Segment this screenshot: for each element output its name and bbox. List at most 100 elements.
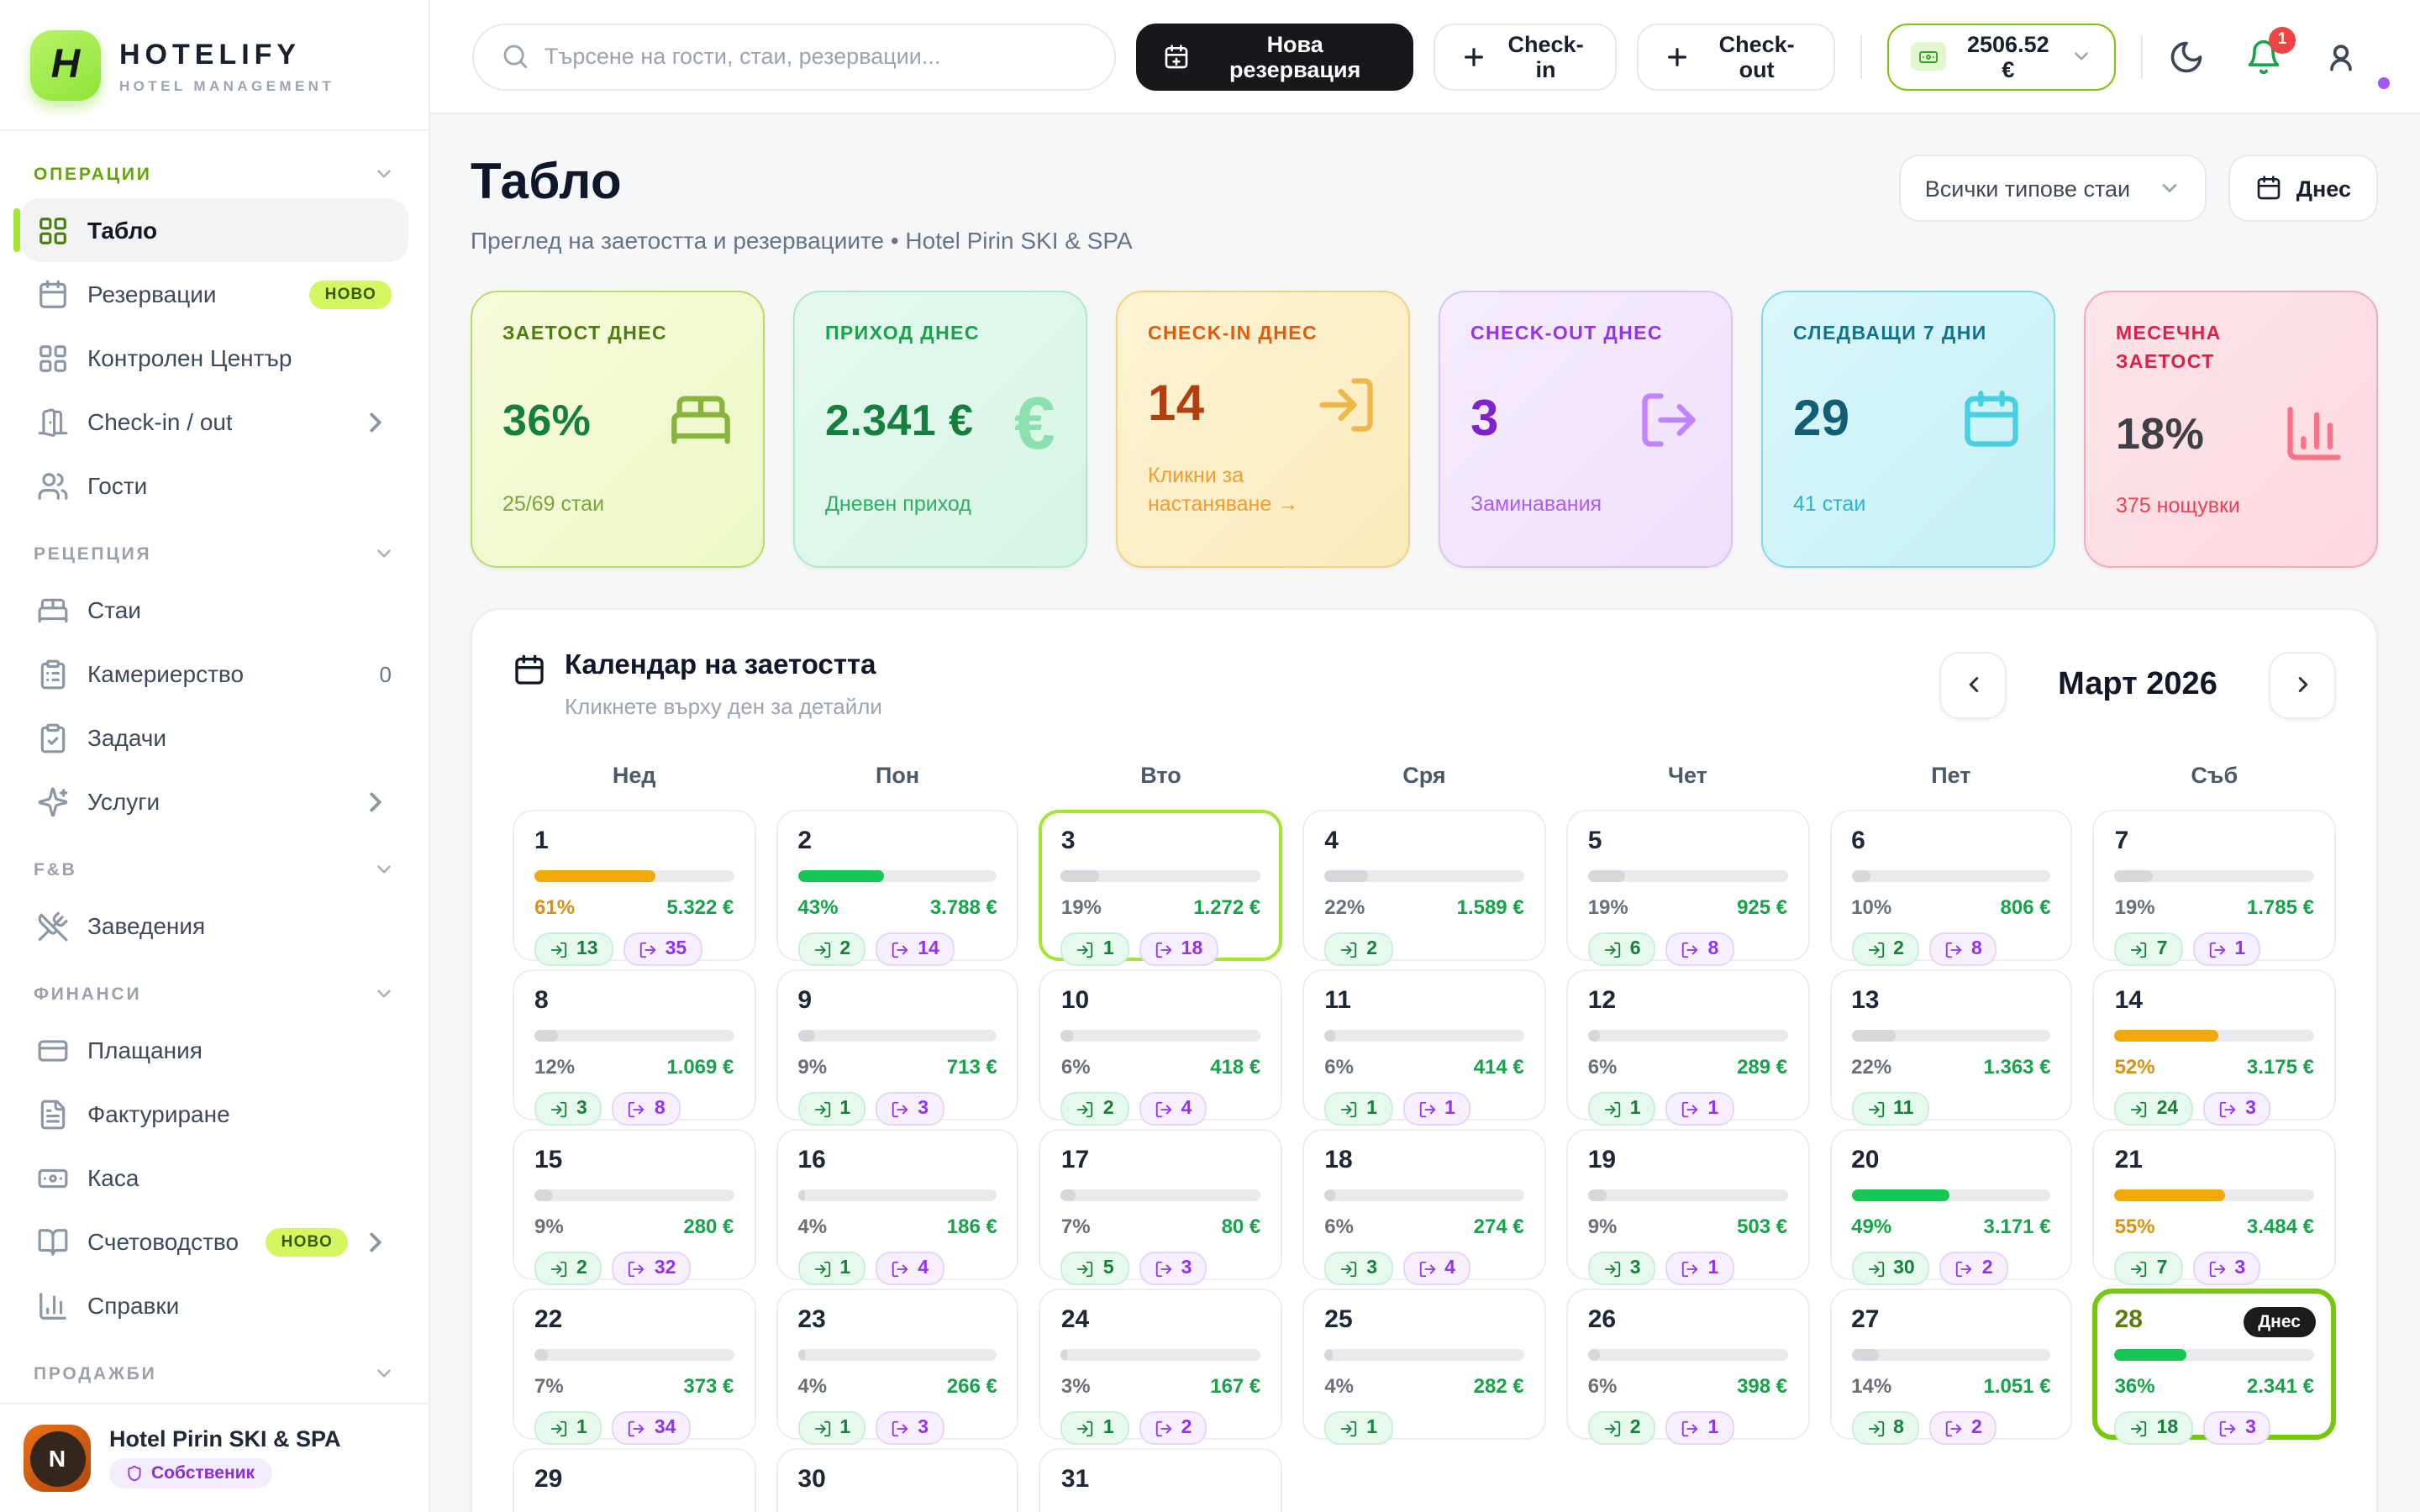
checkout-count-badge: 1 bbox=[1402, 1092, 1470, 1126]
calendar-day-28[interactable]: 28 Днес 36% 2.341 € 18 3 bbox=[2092, 1289, 2336, 1445]
calendar-day-29[interactable]: 29 bbox=[513, 1448, 756, 1512]
today-button[interactable]: Днес bbox=[2228, 155, 2378, 222]
new-reservation-button[interactable]: Нова резервация bbox=[1136, 23, 1414, 90]
stat-subtitle: Заминавания bbox=[1470, 492, 1602, 517]
occupancy-bar bbox=[1851, 1349, 2051, 1361]
sidebar-item-табло[interactable]: Табло bbox=[13, 198, 408, 262]
calendar-day-4[interactable]: 4 22% 1.589 € 2 bbox=[1302, 810, 1546, 966]
day-occupancy-pct: 19% bbox=[1587, 895, 1628, 919]
checkout-count-badge: 4 bbox=[876, 1252, 944, 1285]
checkin-count-badge: 1 bbox=[1060, 932, 1129, 966]
calendar-day-18[interactable]: 18 6% 274 € 3 4 bbox=[1302, 1129, 1546, 1285]
occupancy-bar bbox=[1851, 870, 2051, 882]
sidebar-item-плащания[interactable]: Плащания bbox=[20, 1018, 408, 1082]
day-occupancy-pct: 9% bbox=[797, 1055, 828, 1079]
weekday-label: Вто bbox=[1140, 763, 1181, 788]
calendar-day-7[interactable]: 7 19% 1.785 €7 1 bbox=[2092, 810, 2336, 966]
calendar-day-26[interactable]: 26 6% 398 € 2 1 bbox=[1565, 1289, 1810, 1445]
calendar-day-24[interactable]: 24 3% 167 € 1 2 bbox=[1039, 1289, 1283, 1445]
sidebar-item-check-in-out[interactable]: Check-in / out bbox=[20, 390, 408, 454]
search-input[interactable] bbox=[544, 44, 1088, 69]
logout-icon bbox=[1944, 940, 1963, 958]
calendar-day-19[interactable]: 19 9% 503 € 3 1 bbox=[1565, 1129, 1810, 1285]
profile-button[interactable] bbox=[2323, 38, 2360, 75]
day-revenue: 1.069 € bbox=[666, 1055, 734, 1079]
sidebar-item-заведения[interactable]: Заведения bbox=[20, 894, 408, 958]
checkout-count-badge: 18 bbox=[1139, 932, 1218, 966]
sidebar-item-резервации[interactable]: Резервации НОВО bbox=[20, 262, 408, 326]
stat-card-monthly[interactable]: МЕСЕЧНА ЗАЕТОСТ 18% 375 нощувки bbox=[2084, 291, 2378, 568]
calendar-day-25[interactable]: 25 4% 282 € 1 bbox=[1302, 1289, 1546, 1445]
checkin-count-badge: 1 bbox=[1324, 1411, 1393, 1445]
prev-month-button[interactable] bbox=[1939, 651, 2007, 718]
checkin-count-badge: 1 bbox=[797, 1411, 866, 1445]
calendar-day-17[interactable]: 17 7% 80 € 5 3 bbox=[1039, 1129, 1283, 1285]
day-number: 28 bbox=[2114, 1305, 2143, 1334]
sidebar-section-финанси[interactable]: ФИНАНСИ bbox=[20, 983, 408, 1005]
sidebar-item-гости[interactable]: Гости bbox=[20, 454, 408, 517]
day-number: 25 bbox=[1324, 1305, 1353, 1334]
sidebar-section-f&b[interactable]: F&B bbox=[20, 858, 408, 880]
calendar-day-31[interactable]: 31 bbox=[1039, 1448, 1283, 1512]
calendar-day-10[interactable]: 10 6% 418 € 2 4 bbox=[1039, 969, 1283, 1126]
search-box[interactable] bbox=[472, 23, 1117, 90]
sidebar-section-операции[interactable]: ОПЕРАЦИИ bbox=[20, 163, 408, 185]
logout-icon bbox=[1155, 1100, 1173, 1118]
calendar-day-21[interactable]: 21 55% 3.484 € 7 3 bbox=[2092, 1129, 2336, 1285]
calendar-day-16[interactable]: 16 4% 186 € 1 4 bbox=[776, 1129, 1019, 1285]
stat-card-checkin[interactable]: CHECK-IN ДНЕС 14 Кликни за настаняване → bbox=[1116, 291, 1410, 568]
calendar-day-12[interactable]: 12 6% 289 €1 1 bbox=[1565, 969, 1810, 1126]
sidebar-item-справки[interactable]: Справки bbox=[20, 1273, 408, 1337]
day-number: 21 bbox=[2114, 1146, 2143, 1174]
page-subtitle: Преглед на заетостта и резервациите • Ho… bbox=[471, 227, 1133, 254]
sidebar-section-продажби[interactable]: ПРОДАЖБИ bbox=[20, 1362, 408, 1384]
checkin-button[interactable]: Check-in bbox=[1434, 23, 1618, 90]
calendar-day-27[interactable]: 27 14% 1.051 € 8 2 bbox=[1829, 1289, 2073, 1445]
sidebar-item-услуги[interactable]: Услуги bbox=[20, 769, 408, 833]
calendar-day-2[interactable]: 2 43% 3.788 € 2 14 bbox=[776, 810, 1019, 966]
calendar-day-8[interactable]: 8 12% 1.069 €3 8 bbox=[513, 969, 756, 1126]
chevron-down-icon bbox=[373, 1362, 395, 1384]
sidebar-item-контролен-център[interactable]: Контролен Център bbox=[20, 326, 408, 390]
sidebar-item-задачи[interactable]: Задачи bbox=[20, 706, 408, 769]
occupancy-bar bbox=[1587, 1030, 1788, 1042]
sidebar-item-камериерство[interactable]: Камериерство 0 bbox=[20, 642, 408, 706]
calendar-header: Календар на заетостта Кликнете върху ден… bbox=[513, 650, 2336, 719]
sidebar-item-фактуриране[interactable]: Фактуриране bbox=[20, 1082, 408, 1146]
checkout-count-badge: 1 bbox=[1665, 1092, 1734, 1126]
sidebar-section-рецепция[interactable]: РЕЦЕПЦИЯ bbox=[20, 543, 408, 564]
stat-card-next7[interactable]: СЛЕДВАЩИ 7 ДНИ 29 41 стаи bbox=[1761, 291, 2055, 568]
checkout-count-badge: 3 bbox=[876, 1411, 944, 1445]
sidebar-item-счетоводство[interactable]: Счетоводство НОВО bbox=[20, 1210, 408, 1273]
sidebar-item-стаи[interactable]: Стаи bbox=[20, 578, 408, 642]
calendar-day-1[interactable]: 1 61% 5.322 € 13 35 bbox=[513, 810, 756, 966]
calendar-day-30[interactable]: 30 bbox=[776, 1448, 1019, 1512]
calendar-day-20[interactable]: 20 49% 3.171 € 30 2 bbox=[1829, 1129, 2073, 1285]
cash-register-button[interactable]: 2506.52 € bbox=[1887, 23, 2117, 90]
calendar-day-11[interactable]: 11 6% 414 €1 1 bbox=[1302, 969, 1546, 1126]
calendar-day-22[interactable]: 22 7% 373 € 1 34 bbox=[513, 1289, 756, 1445]
occupancy-bar bbox=[1060, 1349, 1261, 1361]
logout-icon bbox=[1681, 1419, 1700, 1437]
calendar-day-3[interactable]: 3 19% 1.272 € 1 18 bbox=[1039, 810, 1283, 966]
calendar-day-9[interactable]: 9 9% 713 € 1 3 bbox=[776, 969, 1019, 1126]
sidebar-footer[interactable]: N Hotel Pirin SKI & SPA Собственик bbox=[0, 1403, 429, 1512]
checkout-button[interactable]: Check-out bbox=[1637, 23, 1836, 90]
calendar-day-13[interactable]: 13 22% 1.363 € 11 bbox=[1829, 969, 2073, 1126]
sidebar-item-каса[interactable]: Каса bbox=[20, 1146, 408, 1210]
occupancy-bar bbox=[1587, 870, 1788, 882]
calendar-day-15[interactable]: 15 9% 280 € 2 32 bbox=[513, 1129, 756, 1285]
calendar-day-5[interactable]: 5 19% 925 € 6 8 bbox=[1565, 810, 1810, 966]
stat-card-revenue[interactable]: ПРИХОД ДНЕС 2.341 € € Дневен приход bbox=[793, 291, 1087, 568]
room-type-filter[interactable]: Всички типове стаи bbox=[1899, 155, 2207, 222]
calendar-day-14[interactable]: 14 52% 3.175 € 24 3 bbox=[2092, 969, 2336, 1126]
dark-mode-toggle[interactable] bbox=[2168, 38, 2205, 75]
stat-card-checkout[interactable]: CHECK-OUT ДНЕС 3 Заминавания bbox=[1439, 291, 1733, 568]
notifications-button[interactable]: 1 bbox=[2245, 26, 2296, 75]
calendar-day-6[interactable]: 6 10% 806 € 2 8 bbox=[1829, 810, 2073, 966]
next-month-button[interactable] bbox=[2269, 651, 2336, 718]
calendar-day-23[interactable]: 23 4% 266 € 1 3 bbox=[776, 1289, 1019, 1445]
login-icon bbox=[1866, 1100, 1885, 1118]
checkin-count-badge: 2 bbox=[797, 932, 866, 966]
stat-card-occupancy[interactable]: ЗАЕТОСТ ДНЕС 36% 25/69 стаи bbox=[471, 291, 765, 568]
